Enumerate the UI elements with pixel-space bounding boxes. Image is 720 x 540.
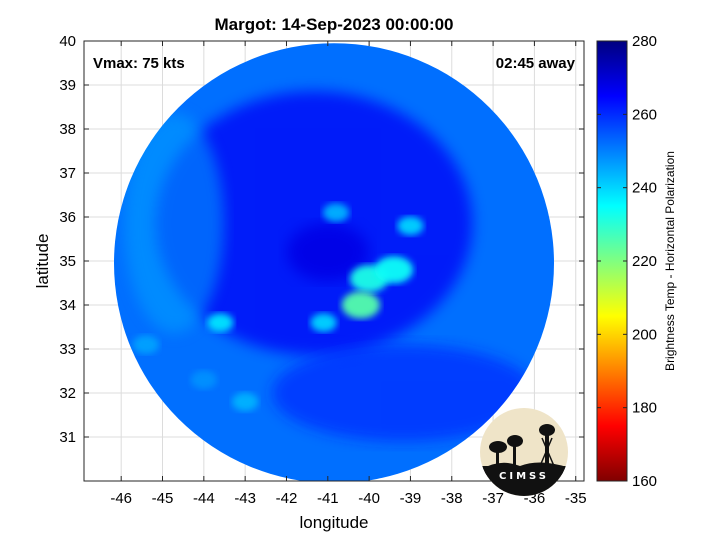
colorbar-label: Brightness Temp - Horizontal Polarizatio… xyxy=(663,151,677,371)
western-region xyxy=(124,113,224,334)
colorbar-tick-label: 180 xyxy=(632,400,657,417)
x-tick-label: -39 xyxy=(400,490,422,507)
x-axis: -46 -45 -44 -43 -42 -41 -40 -39 -38 -37 -36 -35 xyxy=(110,41,587,507)
x-tick-label: -40 xyxy=(358,490,380,507)
x-tick-label: -35 xyxy=(565,490,587,507)
inner-core-convection xyxy=(374,256,414,284)
colorbar-tick-label: 200 xyxy=(632,326,657,343)
x-tick-label: -38 xyxy=(441,490,463,507)
y-tick-label: 38 xyxy=(59,121,76,138)
x-axis-label: longitude xyxy=(299,513,368,532)
y-tick-label: 34 xyxy=(59,297,76,314)
eye xyxy=(287,223,369,282)
colorbar-tick-label: 280 xyxy=(632,33,657,50)
rainband xyxy=(231,392,259,412)
y-axis: 31 32 33 34 35 36 37 38 39 40 xyxy=(59,33,584,446)
rainband xyxy=(190,370,218,390)
rainband xyxy=(132,335,160,354)
x-tick-label: -44 xyxy=(193,490,215,507)
southern-moat xyxy=(272,344,536,442)
colorbar xyxy=(596,40,628,482)
y-tick-label: 36 xyxy=(59,209,76,226)
y-tick-label: 33 xyxy=(59,341,76,358)
x-tick-label: -43 xyxy=(234,490,256,507)
x-tick-label: -46 xyxy=(110,490,132,507)
time-away-annotation: 02:45 away xyxy=(496,55,576,72)
colorbar-tick-label: 160 xyxy=(632,473,657,490)
colorbar-ticks: 160 180 200 220 240 260 280 xyxy=(597,33,657,490)
y-tick-label: 39 xyxy=(59,77,76,94)
y-tick-label: 31 xyxy=(59,429,76,446)
y-tick-label: 32 xyxy=(59,385,76,402)
x-tick-label: -41 xyxy=(317,490,339,507)
x-tick-label: -37 xyxy=(482,490,504,507)
x-tick-label: -45 xyxy=(152,490,174,507)
outer-ring xyxy=(155,91,473,356)
logo-text: CIMSS xyxy=(499,471,549,482)
northern-band xyxy=(322,203,350,222)
rainband xyxy=(207,313,234,332)
y-tick-label: 40 xyxy=(59,33,76,50)
colorbar-tick-label: 260 xyxy=(632,106,657,123)
y-tick-label: 35 xyxy=(59,253,76,270)
swath-features xyxy=(124,91,536,442)
inner-core-convection xyxy=(341,291,381,319)
rainband xyxy=(310,313,337,332)
colorbar-tick-label: 220 xyxy=(632,253,657,270)
cimss-logo: CIMSS xyxy=(480,408,568,496)
colorbar-tick-label: 240 xyxy=(632,180,657,197)
chart-title: Margot: 14-Sep-2023 00:00:00 xyxy=(214,15,453,34)
y-axis-label: latitude xyxy=(33,234,52,289)
northern-band xyxy=(397,216,424,236)
vmax-annotation: Vmax: 75 kts xyxy=(93,55,185,72)
y-tick-label: 37 xyxy=(59,165,76,182)
x-tick-label: -42 xyxy=(276,490,298,507)
